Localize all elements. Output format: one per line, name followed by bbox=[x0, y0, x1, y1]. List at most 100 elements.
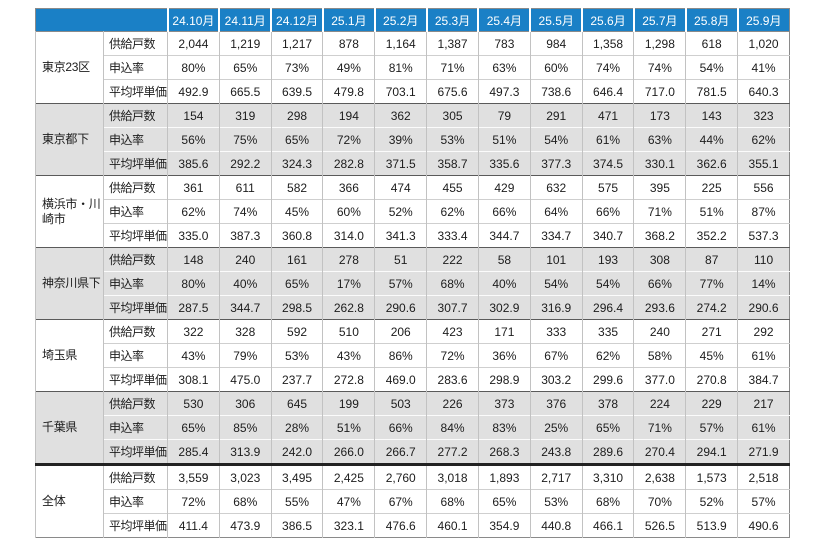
value-cell: 2,518 bbox=[737, 464, 790, 490]
value-cell: 44% bbox=[685, 127, 738, 152]
value-cell: 385.6 bbox=[167, 151, 220, 176]
month-header: 24.11月 bbox=[218, 8, 272, 32]
value-cell: 355.1 bbox=[737, 151, 790, 176]
value-cell: 58 bbox=[477, 247, 531, 272]
value-cell: 87 bbox=[685, 247, 738, 272]
metric-label: 申込率 bbox=[103, 127, 168, 152]
value-cell: 229 bbox=[685, 391, 738, 416]
value-cell: 80% bbox=[167, 55, 220, 80]
value-cell: 161 bbox=[270, 247, 323, 272]
value-cell: 41% bbox=[737, 55, 790, 80]
value-cell: 323.1 bbox=[322, 513, 375, 538]
metric-label: 平均坪単価 bbox=[103, 151, 168, 176]
value-cell: 110 bbox=[737, 247, 790, 272]
table-row: 全体 供給戸数 3,559 3,023 3,495 2,425 2,760 3,018 1,89… bbox=[35, 464, 790, 538]
value-cell: 52% bbox=[685, 489, 738, 514]
value-cell: 645 bbox=[270, 391, 323, 416]
value-cell: 387.3 bbox=[218, 223, 272, 248]
value-cell: 490.6 bbox=[737, 513, 790, 538]
value-cell: 64% bbox=[529, 199, 583, 224]
value-cell: 330.1 bbox=[633, 151, 686, 176]
value-cell: 43% bbox=[167, 343, 220, 368]
value-cell: 299.6 bbox=[581, 367, 634, 392]
value-cell: 308.1 bbox=[167, 367, 220, 392]
value-cell: 298.5 bbox=[270, 295, 323, 320]
value-cell: 1,298 bbox=[633, 31, 686, 56]
value-cell: 61% bbox=[737, 415, 790, 440]
value-cell: 194 bbox=[322, 103, 375, 128]
region-group: 埼玉県 供給戸数 322 328 592 510 206 423 171 333 335 240 271… bbox=[35, 319, 790, 392]
value-cell: 305 bbox=[426, 103, 479, 128]
value-cell: 45% bbox=[270, 199, 323, 224]
value-cell: 440.8 bbox=[529, 513, 583, 538]
value-cell: 51% bbox=[322, 415, 375, 440]
month-header: 25.2月 bbox=[373, 8, 427, 32]
value-cell: 217 bbox=[737, 391, 790, 416]
value-cell: 71% bbox=[633, 415, 686, 440]
value-cell: 298 bbox=[270, 103, 323, 128]
region-label: 神奈川県下 bbox=[35, 247, 104, 320]
month-header: 25.1月 bbox=[321, 8, 375, 32]
value-cell: 60% bbox=[529, 55, 583, 80]
value-cell: 14% bbox=[737, 271, 790, 296]
value-cell: 51 bbox=[374, 247, 427, 272]
value-cell: 81% bbox=[374, 55, 427, 80]
value-cell: 475.0 bbox=[218, 367, 272, 392]
value-cell: 240 bbox=[218, 247, 272, 272]
value-cell: 86% bbox=[374, 343, 427, 368]
value-cell: 240 bbox=[633, 319, 686, 344]
metric-label: 供給戸数 bbox=[103, 391, 168, 416]
value-cell: 36% bbox=[477, 343, 531, 368]
value-cell: 366 bbox=[322, 175, 375, 200]
value-cell: 3,559 bbox=[167, 464, 220, 490]
value-cell: 68% bbox=[426, 489, 479, 514]
value-cell: 72% bbox=[167, 489, 220, 514]
value-cell: 83% bbox=[477, 415, 531, 440]
metric-label: 供給戸数 bbox=[103, 103, 168, 128]
value-cell: 65% bbox=[270, 271, 323, 296]
table-row: 東京23区 供給戸数 2,044 1,219 1,217 878 1,164 1,387 783… bbox=[35, 31, 790, 104]
value-cell: 225 bbox=[685, 175, 738, 200]
value-cell: 460.1 bbox=[426, 513, 479, 538]
metric-label: 平均坪単価 bbox=[103, 223, 168, 248]
region-group: 神奈川県下 供給戸数 148 240 161 278 51 222 58 101 193 308 87 1… bbox=[35, 247, 790, 320]
value-cell: 61% bbox=[581, 127, 634, 152]
value-cell: 73% bbox=[270, 55, 323, 80]
value-cell: 63% bbox=[477, 55, 531, 80]
value-cell: 67% bbox=[374, 489, 427, 514]
region-label: 横浜市・川崎市 bbox=[35, 175, 104, 248]
metric-label: 申込率 bbox=[103, 55, 168, 80]
value-cell: 51% bbox=[477, 127, 531, 152]
value-cell: 287.5 bbox=[167, 295, 220, 320]
value-cell: 377.0 bbox=[633, 367, 686, 392]
value-cell: 328 bbox=[218, 319, 272, 344]
value-cell: 334.7 bbox=[529, 223, 583, 248]
region-group: 横浜市・川崎市 供給戸数 361 611 582 366 474 455 429 632 575 39… bbox=[35, 175, 790, 248]
value-cell: 65% bbox=[167, 415, 220, 440]
value-cell: 148 bbox=[167, 247, 220, 272]
value-cell: 25% bbox=[529, 415, 583, 440]
table-row: 申込率 80% 40% 65% 17% 57% 68% 40% 54% 54% 66% 77% 14% bbox=[36, 271, 790, 296]
value-cell: 40% bbox=[477, 271, 531, 296]
value-cell: 57% bbox=[374, 271, 427, 296]
value-cell: 324.3 bbox=[270, 151, 323, 176]
table-row: 平均坪単価 335.0 387.3 360.8 314.0 341.3 333.4 344.7… bbox=[36, 223, 790, 248]
value-cell: 222 bbox=[426, 247, 479, 272]
value-cell: 492.9 bbox=[167, 79, 220, 104]
value-cell: 206 bbox=[374, 319, 427, 344]
value-cell: 75% bbox=[218, 127, 272, 152]
value-cell: 526.5 bbox=[633, 513, 686, 538]
value-cell: 68% bbox=[218, 489, 272, 514]
value-cell: 878 bbox=[322, 31, 375, 56]
value-cell: 646.4 bbox=[581, 79, 634, 104]
month-header: 25.4月 bbox=[477, 8, 531, 32]
value-cell: 1,164 bbox=[374, 31, 427, 56]
value-cell: 307.7 bbox=[426, 295, 479, 320]
value-cell: 57% bbox=[737, 489, 790, 514]
value-cell: 362.6 bbox=[685, 151, 738, 176]
region-group: 東京23区 供給戸数 2,044 1,219 1,217 878 1,164 1,387 783… bbox=[35, 31, 790, 104]
value-cell: 376 bbox=[529, 391, 583, 416]
value-cell: 52% bbox=[374, 199, 427, 224]
value-cell: 781.5 bbox=[685, 79, 738, 104]
value-cell: 84% bbox=[426, 415, 479, 440]
